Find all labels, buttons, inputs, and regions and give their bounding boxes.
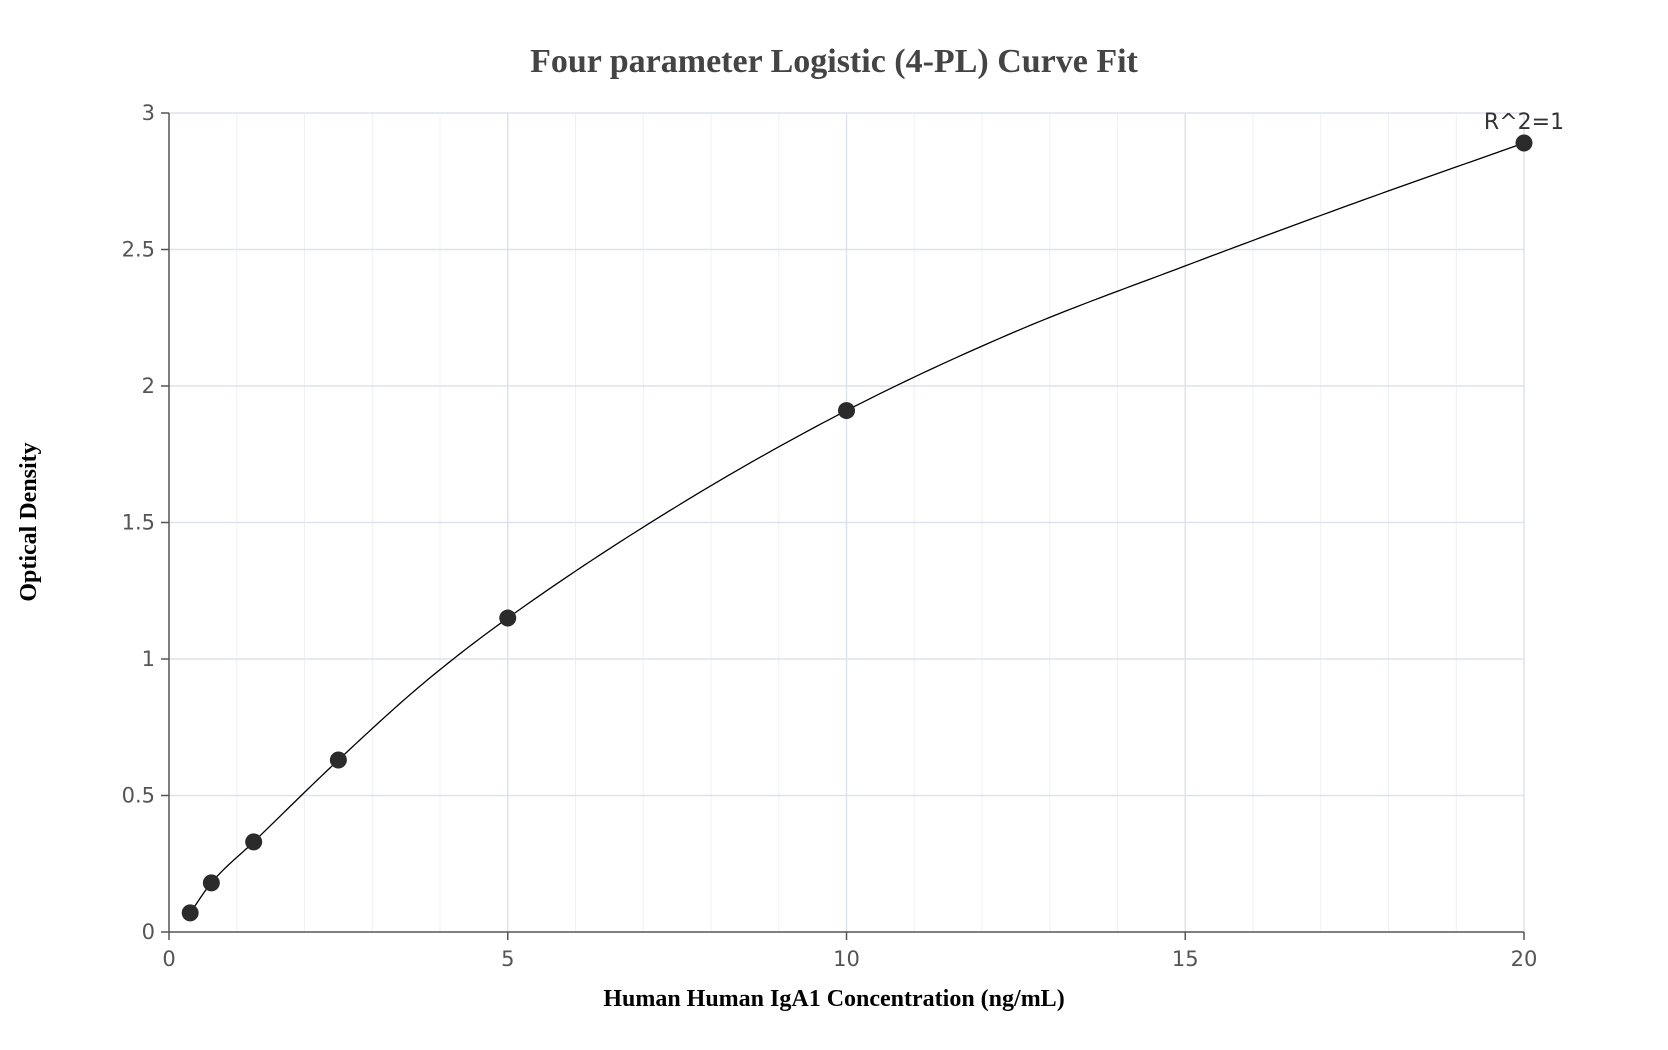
y-tick-label: 1 bbox=[142, 647, 155, 671]
grid bbox=[169, 112, 1525, 932]
data-point bbox=[181, 904, 199, 922]
x-tick-label: 10 bbox=[833, 947, 860, 971]
x-tick-label: 15 bbox=[1172, 947, 1199, 971]
r-squared-annotation: R^2=1 bbox=[1484, 110, 1564, 135]
y-axis-label: Optical Density bbox=[16, 442, 42, 601]
y-tick-label: 2 bbox=[142, 374, 155, 398]
data-point bbox=[202, 874, 220, 892]
data-point bbox=[838, 402, 855, 420]
x-tick-label: 5 bbox=[501, 947, 514, 971]
y-tick-label: 2.5 bbox=[122, 238, 155, 262]
data-point bbox=[329, 751, 347, 769]
y-tick-label: 1.5 bbox=[122, 511, 155, 535]
x-axis-label: Human Human IgA1 Concentration (ng/mL) bbox=[603, 986, 1064, 1012]
y-tick-label: 0 bbox=[142, 920, 155, 944]
y-tick-label: 3 bbox=[142, 101, 155, 125]
chart-title: Four parameter Logistic (4-PL) Curve Fit bbox=[530, 43, 1138, 80]
x-tick-label: 0 bbox=[162, 947, 175, 971]
fit-curve-group bbox=[189, 142, 1525, 914]
fit-curve-line bbox=[189, 142, 1525, 914]
data-point bbox=[499, 609, 517, 627]
data-point bbox=[245, 833, 263, 851]
axes bbox=[161, 112, 1525, 940]
y-tick-label: 0.5 bbox=[122, 784, 155, 808]
tick-labels: 0 0.5 1 1.5 2 2.5 3 0 5 10 15 20 bbox=[122, 101, 1538, 971]
data-point bbox=[1515, 134, 1533, 152]
data-points bbox=[181, 134, 1533, 922]
x-tick-label: 20 bbox=[1511, 947, 1538, 971]
